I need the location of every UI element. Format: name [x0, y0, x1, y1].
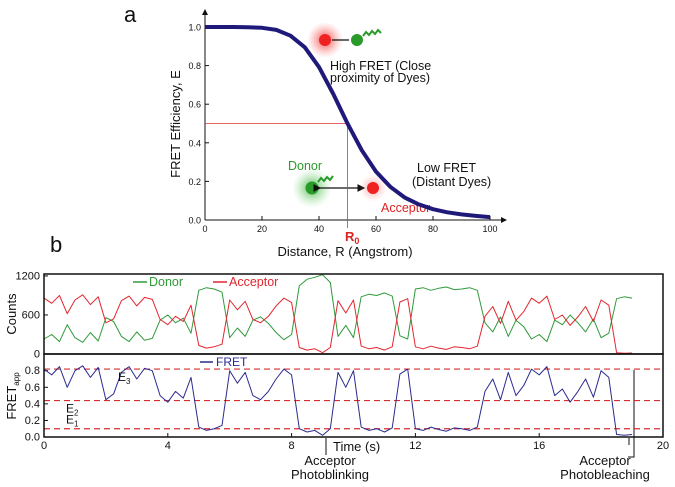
low-fret-dyes [292, 168, 387, 208]
y-tick-label: 0.0 [25, 432, 40, 444]
annotation: Photoblinking [291, 467, 369, 482]
y-tick-label: 0.2 [25, 415, 40, 427]
annotation: Acceptor [381, 201, 430, 215]
panel-label: b [50, 232, 62, 257]
y-tick-label: 0.2 [188, 177, 201, 187]
panel-label: a [124, 2, 137, 27]
trace [43, 365, 633, 436]
level-text: E [118, 370, 126, 384]
y-tick-label: 0.6 [25, 382, 40, 394]
y-tick-label: 0.6 [188, 100, 201, 110]
annotation: Low FRET [417, 161, 476, 175]
y-axis-label: FRETapp [4, 372, 21, 420]
level-sub: 3 [126, 377, 131, 386]
fret-curve [205, 25, 491, 220]
r0-text: R [345, 229, 355, 244]
level-text: E [66, 413, 74, 427]
level-label: E2 [66, 402, 79, 418]
y-tick-label: 0.8 [188, 61, 201, 71]
annotation: Acceptor [304, 453, 356, 468]
y-label-sub: app [12, 372, 21, 386]
y-tick-label: 0 [34, 349, 40, 361]
y-tick-label: 1200 [16, 270, 40, 282]
x-tick-label: 4 [165, 440, 171, 452]
level-text: E [66, 402, 74, 416]
x-tick-label: 12 [409, 440, 421, 452]
r0-label: R0 [345, 229, 359, 246]
plot-frame [43, 273, 664, 355]
x-tick-label: 100 [482, 224, 497, 234]
annotation: Donor [288, 159, 322, 173]
y-tick-label: 1.0 [188, 23, 201, 33]
x-tick-label: 0 [41, 440, 47, 452]
y-axis-label: Counts [4, 293, 19, 335]
annotation: proximity of Dyes) [330, 71, 430, 85]
x-tick-label: 20 [657, 440, 669, 452]
level-label: E1 [66, 413, 79, 429]
x-axis-label: Distance, R (Angstrom) [277, 244, 412, 259]
level-sub: 2 [74, 409, 79, 418]
y-tick-label: 0.4 [25, 398, 40, 410]
annotation: Photobleaching [560, 467, 650, 482]
legend-label: Acceptor [229, 275, 278, 289]
plot-frame [43, 353, 664, 438]
x-tick-label: 8 [289, 440, 295, 452]
y-tick-label: 0.8 [25, 365, 40, 377]
x-tick-label: 20 [257, 224, 267, 234]
x-tick-label: 60 [371, 224, 381, 234]
level-sub: 1 [74, 420, 79, 429]
level-label: E3 [118, 370, 131, 386]
annotation: (Distant Dyes) [412, 175, 491, 189]
annotation: Acceptor [579, 453, 631, 468]
x-axis-label: Time (s) [333, 439, 380, 454]
y-label-text: FRET [4, 386, 19, 420]
legend-label: FRET [216, 355, 248, 369]
y-axis-label: FRET Efficiency, E [168, 70, 183, 178]
x-tick-label: 16 [533, 440, 545, 452]
trace [43, 294, 633, 354]
x-tick-label: 80 [428, 224, 438, 234]
high-fret-dyes [307, 22, 382, 58]
trace [43, 274, 633, 343]
x-tick-label: 40 [314, 224, 324, 234]
legend-label: Donor [149, 275, 183, 289]
annotation: High FRET (Close [330, 59, 431, 73]
y-tick-label: 0.4 [188, 138, 201, 148]
x-tick-label: 0 [202, 224, 207, 234]
r0-sub: 0 [354, 236, 359, 246]
y-tick-label: 600 [22, 309, 40, 321]
annotation-arrows [325, 370, 635, 458]
y-tick-label: 0.0 [188, 216, 201, 226]
